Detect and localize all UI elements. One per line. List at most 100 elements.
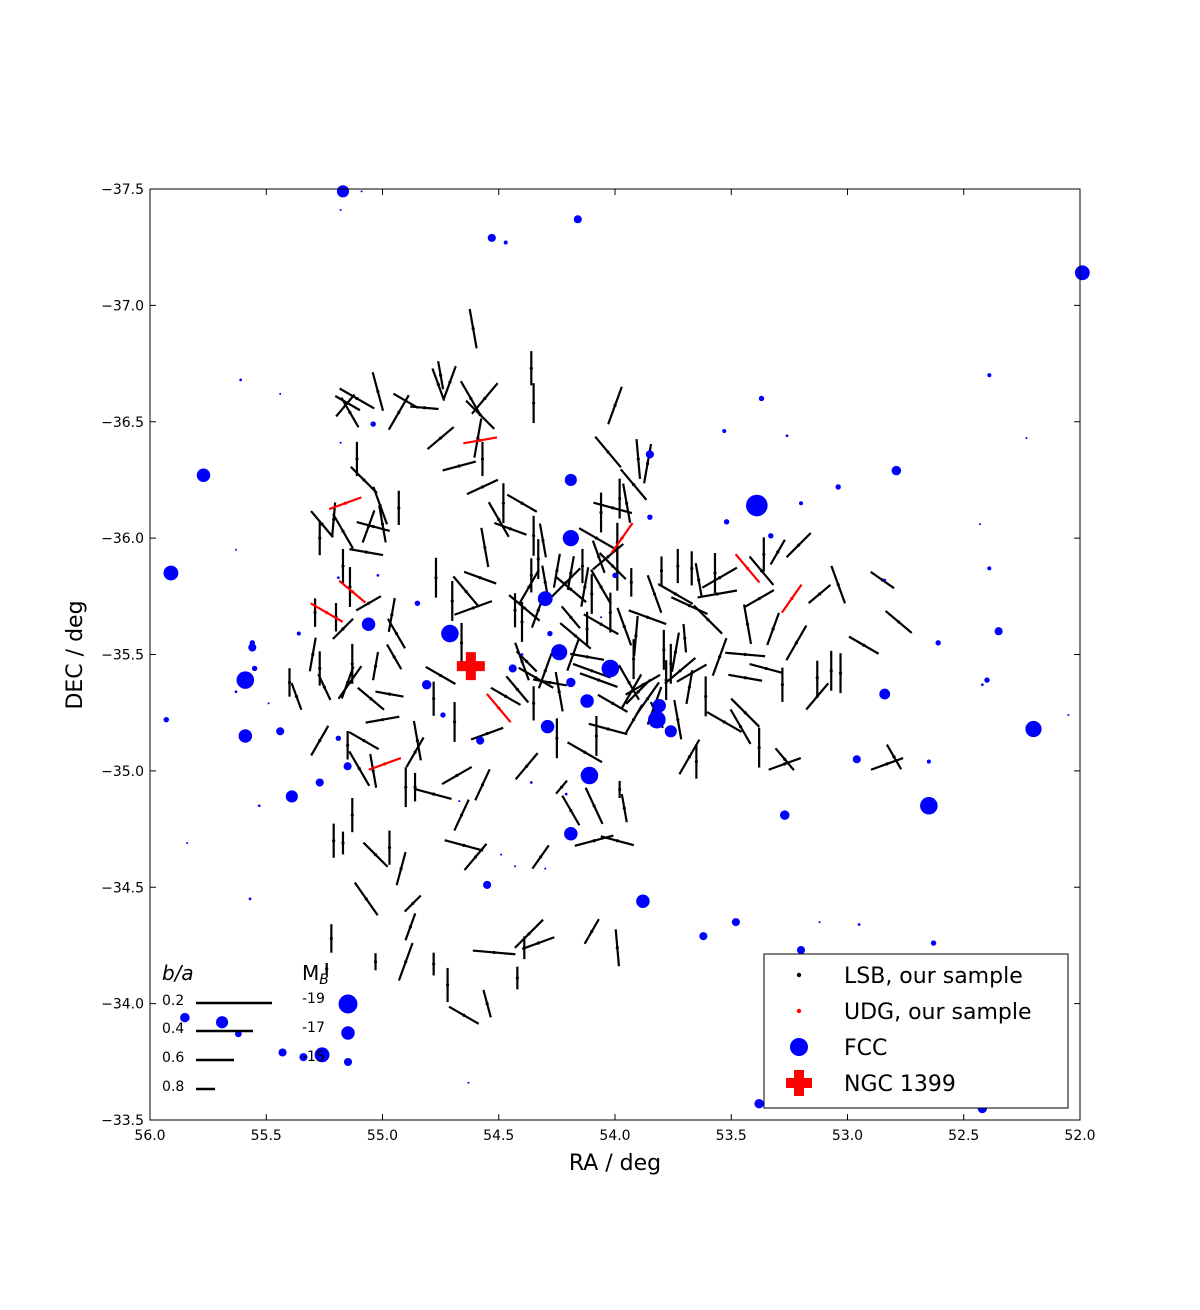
fcc-galaxy [196,468,211,483]
lsb-galaxy-center [611,564,615,568]
fcc-galaxy [564,792,568,796]
lsb-galaxy-center [759,569,764,573]
lsb-galaxy-center [622,624,626,629]
fcc-galaxy [926,759,931,764]
lsb-galaxy-center [757,597,761,601]
udg-galaxy-center [383,762,387,766]
fcc-galaxy [251,665,258,672]
legend-marker-3 [786,1070,812,1096]
fcc-galaxy [163,565,179,581]
lsb-galaxy-center [611,701,615,705]
fcc-galaxy [339,208,342,211]
lsb-galaxy-center [676,564,680,568]
lsb-galaxy-center [862,643,866,647]
fcc-galaxy [645,450,654,459]
fcc-galaxy [573,215,582,224]
lsb-galaxy-center [450,599,454,603]
lsb-galaxy-center [287,680,292,685]
lsb-galaxy-center [504,694,508,698]
lsb-galaxy-center [446,983,450,987]
y-tick-label: −33.5 [101,1113,144,1129]
x-tick-label: 55.0 [367,1128,398,1144]
fcc-galaxy [267,702,270,705]
lsb-galaxy-center [592,804,596,808]
fcc-galaxy [476,736,485,745]
lsb-galaxy-center [815,694,819,698]
fcc-galaxy [257,804,261,808]
lsb-galaxy-center [455,773,459,778]
lsb-galaxy-center [413,785,417,789]
y-tick-label: −35.5 [101,648,144,664]
fcc-galaxy [664,725,677,738]
fcc-galaxy [731,918,740,927]
fcc-galaxy [984,677,990,683]
lsb-galaxy-center [676,718,680,722]
legend: LSB, our sample UDG, our sample FCC NGC 139… [763,953,1069,1109]
lsb-galaxy-center [415,739,419,743]
lsb-galaxy-center [392,655,396,659]
fcc-galaxy [529,781,533,784]
legend-label: LSB, our sample [844,964,1023,989]
lsb-galaxy-center [548,680,552,685]
legend-label: NGC 1399 [844,1072,956,1097]
fcc-galaxy [279,392,282,395]
fcc-galaxy [467,1081,470,1084]
lsb-galaxy-center [636,457,640,461]
lsb-galaxy-center [364,897,368,901]
lsb-galaxy-center [513,608,517,612]
lsb-galaxy-center [534,676,538,680]
x-tick-label: 52.5 [948,1128,979,1144]
lsb-galaxy-center [378,503,382,508]
lsb-galaxy-center [564,580,568,584]
lsb-galaxy-center [629,580,633,584]
lsb-galaxy-center [448,380,452,384]
lsb-galaxy-center [411,901,415,906]
lsb-galaxy-center [320,522,324,526]
fcc-galaxy [248,897,252,901]
lsb-galaxy-center [836,583,840,587]
lsb-galaxy-center [599,510,603,515]
lsb-galaxy-center [569,571,573,575]
lsb-galaxy-center [529,573,533,577]
y-tick-label: −37.0 [101,298,144,314]
lsb-galaxy-center [432,697,436,701]
lsb-galaxy-center [532,701,536,705]
fcc-galaxy [564,826,578,841]
lsb-galaxy-center [541,538,545,543]
fcc-galaxy [987,373,992,378]
fcc-galaxy [235,548,238,551]
lsb-galaxy-center [645,697,650,701]
lsb-galaxy-center [432,962,436,966]
lsb-galaxy-center [366,601,371,605]
ngc1399-marker [456,652,485,681]
lsb-galaxy-center [743,711,747,715]
lsb-galaxy-center [341,627,345,631]
fcc-galaxy [186,842,189,845]
lsb-galaxy-center [397,506,401,510]
fcc-galaxy [835,484,841,490]
lsb-galaxy-center [373,664,378,668]
lsb-galaxy-center [527,585,531,589]
lsb-galaxy-center [757,746,761,750]
lsb-galaxy-center [783,762,787,766]
lsb-galaxy-center [369,697,373,701]
lsb-galaxy-center [543,669,547,673]
lsb-galaxy-center [520,620,524,624]
lsb-galaxy-center [373,853,378,857]
fcc-galaxy [551,644,568,661]
fcc-galaxy [600,616,603,619]
x-tick-label: 54.0 [599,1128,630,1144]
lsb-galaxy-center [590,669,594,673]
lsb-galaxy-center [613,403,617,408]
udg-galaxy-center [620,536,624,540]
mb-key-dot [338,994,358,1014]
lsb-galaxy-center [615,946,619,950]
lsb-galaxy-center [311,652,315,657]
lsb-galaxy-center [318,536,322,540]
lsb-galaxy-center [599,585,603,589]
fcc-galaxy [361,617,376,631]
fcc-galaxy [483,880,492,889]
fcc-galaxy [699,932,708,941]
x-tick-label: 56.0 [134,1128,165,1144]
fcc-galaxy [852,755,861,764]
